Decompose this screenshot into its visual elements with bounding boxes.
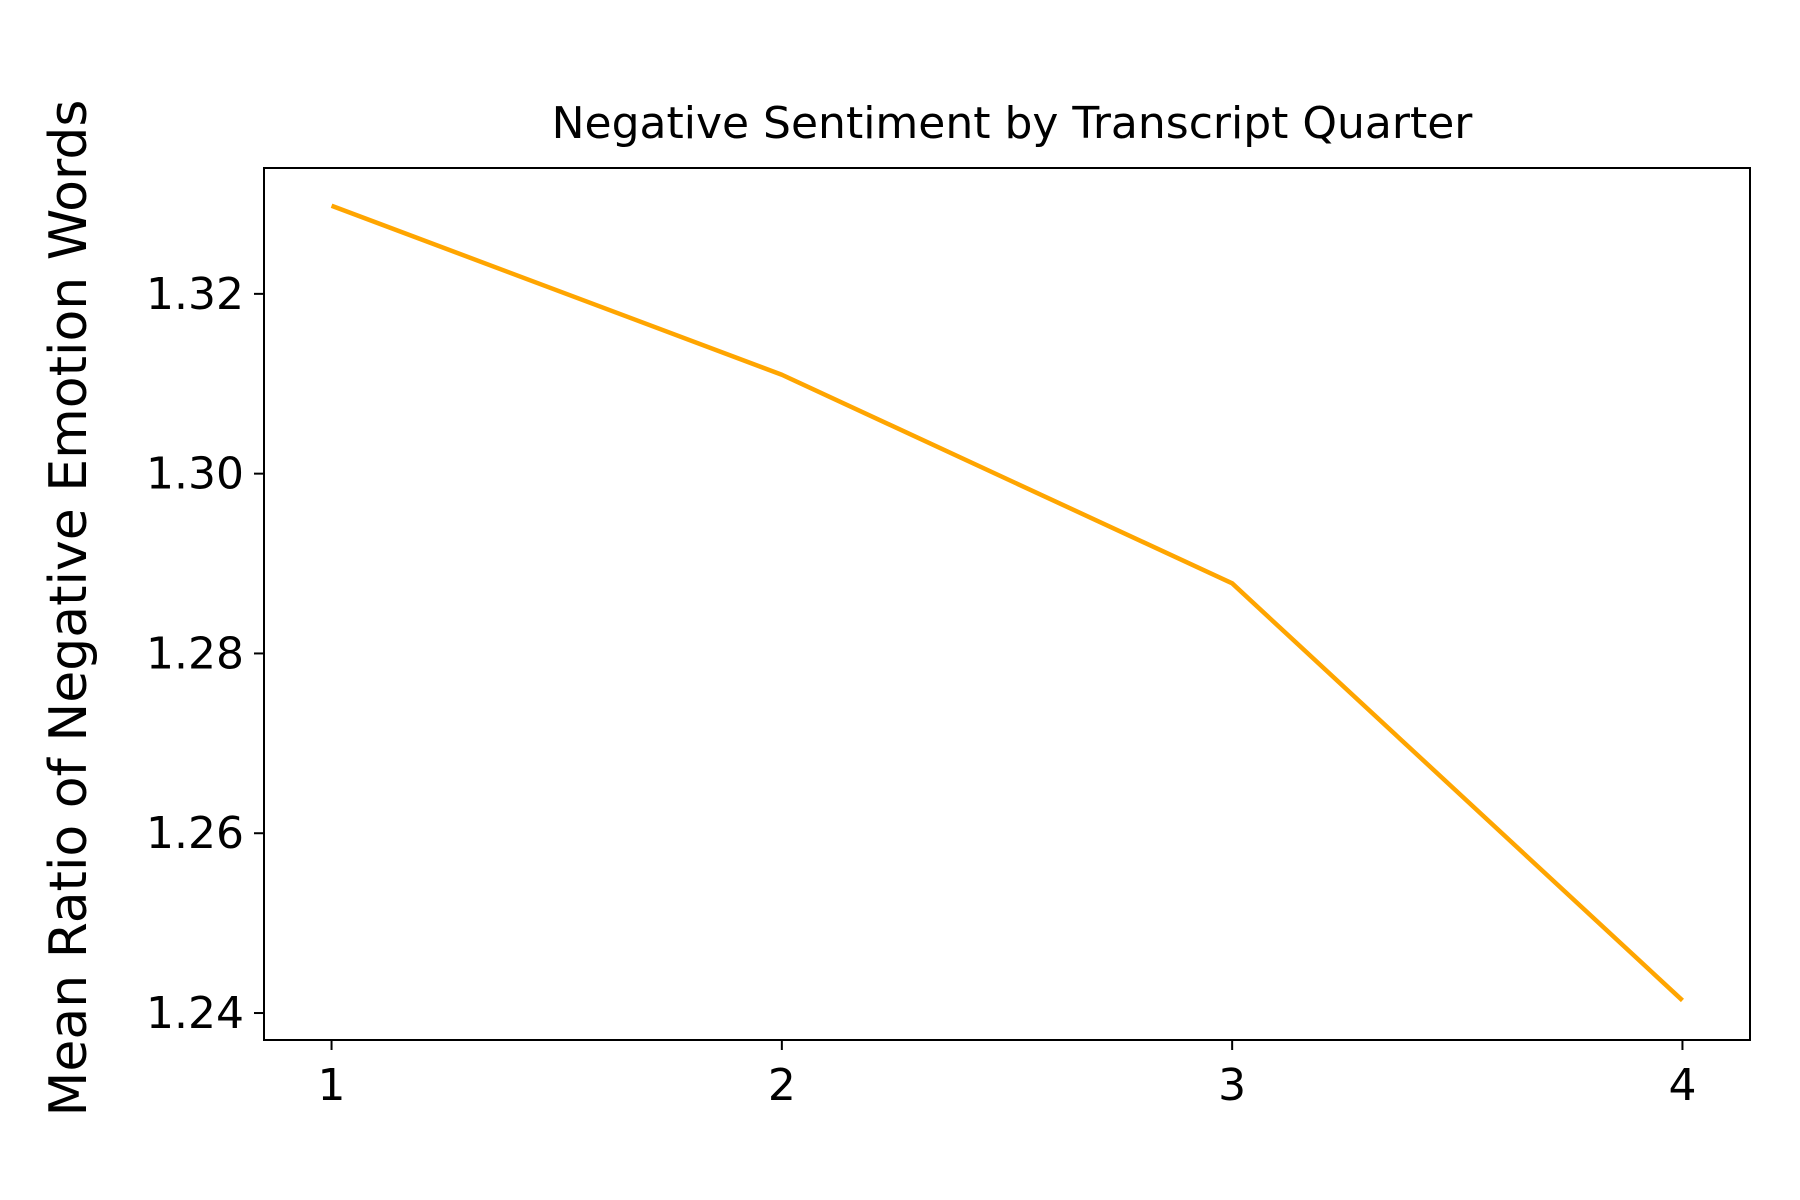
plot-frame	[263, 167, 1751, 1041]
x-tick-label: 2	[768, 1060, 796, 1111]
data-point	[779, 372, 785, 378]
x-tick-label: 1	[318, 1060, 346, 1111]
chart-title: Negative Sentiment by Transcript Quarter	[552, 98, 1474, 149]
data-point	[329, 203, 335, 209]
y-tick-label: 1.24	[146, 988, 244, 1039]
y-tick-label: 1.28	[146, 628, 244, 679]
y-tick-label: 1.26	[146, 808, 244, 859]
y-tick-label: 1.30	[146, 449, 244, 500]
y-axis-label: Mean Ratio of Negative Emotion Words	[39, 100, 99, 1117]
series-line	[330, 203, 1684, 1003]
x-tick-label: 4	[1668, 1060, 1696, 1111]
x-tick-label: 3	[1218, 1060, 1246, 1111]
plot-area: 1 2 3 4 1.24 1.26 1.28 1.30 1.32	[146, 167, 1751, 1111]
y-tick-label: 1.32	[146, 269, 244, 320]
data-point	[1229, 580, 1235, 586]
data-point	[1679, 997, 1685, 1003]
